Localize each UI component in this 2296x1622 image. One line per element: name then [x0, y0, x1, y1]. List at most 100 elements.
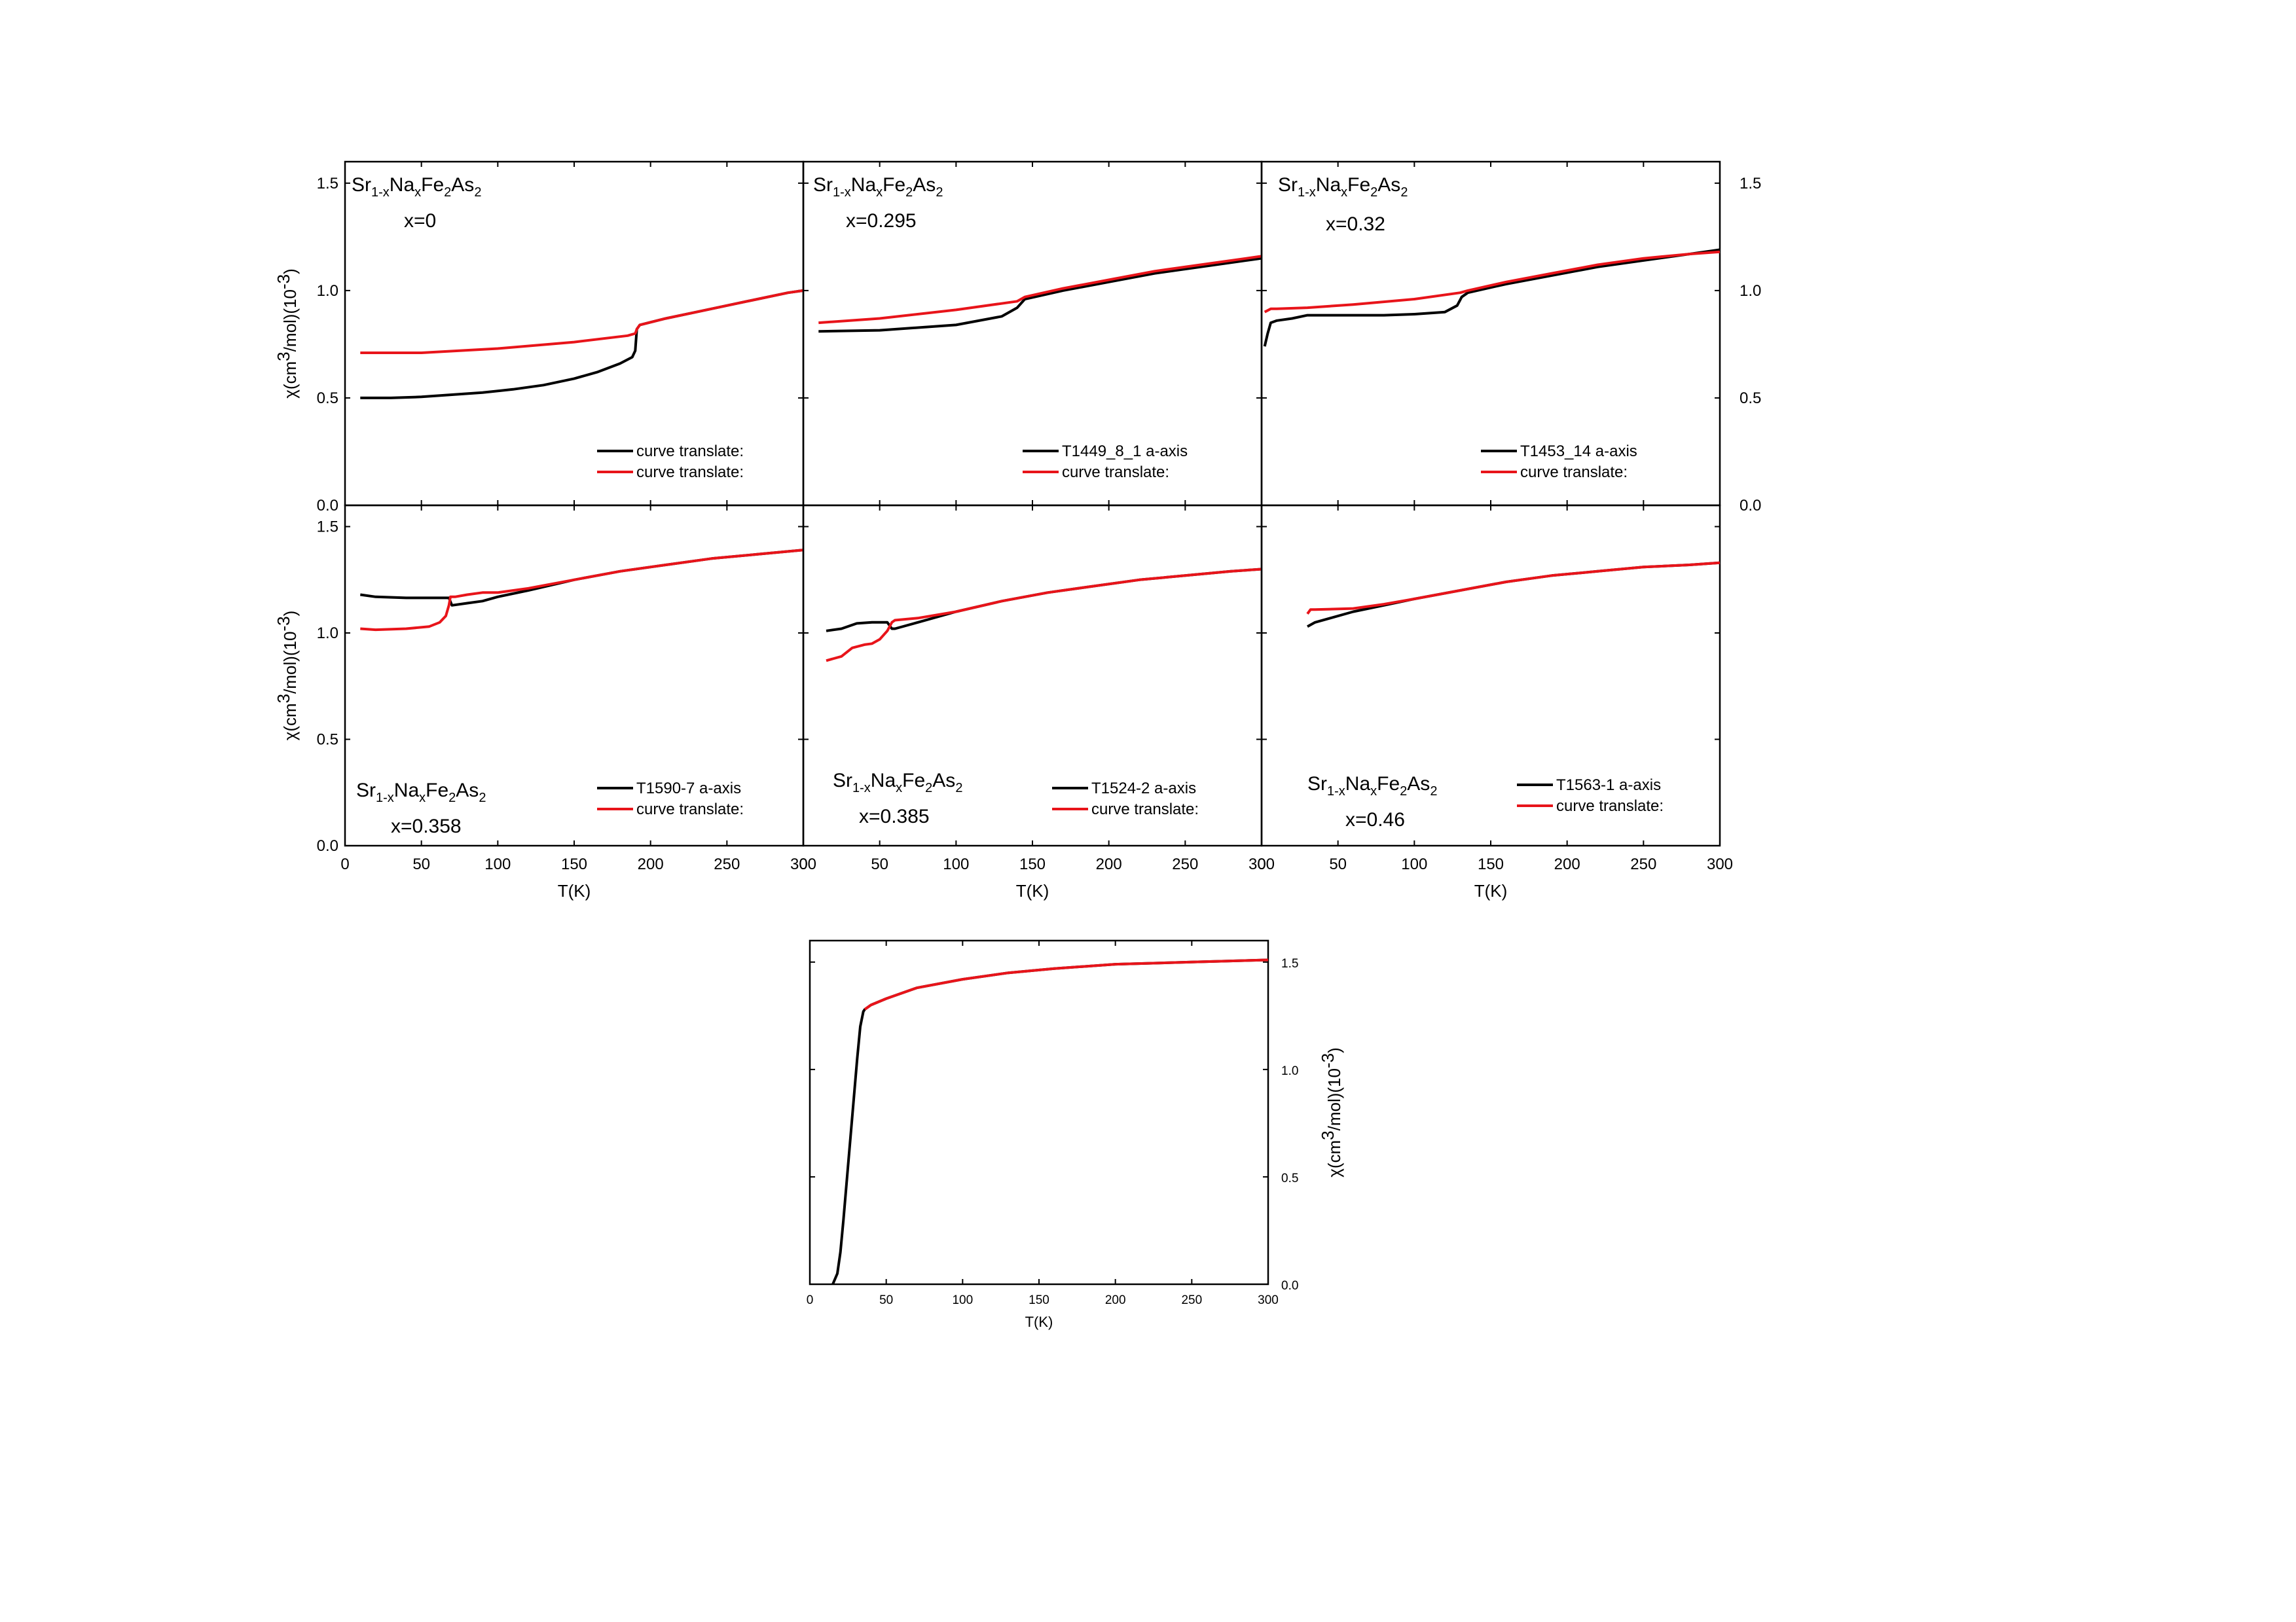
x-tick-label: 300	[1707, 856, 1733, 873]
formula-subscript: x	[876, 185, 883, 200]
panel-row2-col2: 0 50 100 150 200 250 300T(K)Sr1-xNaxFe2As2x=0.…	[799, 504, 1275, 901]
series-line-black	[1307, 561, 1721, 628]
x-tick-label: 100	[952, 1293, 973, 1307]
ylabel-part: )	[280, 268, 300, 274]
series-line-red	[864, 958, 1269, 1011]
formula-element: Sr	[1278, 174, 1298, 196]
y-tick-label: 0.5	[1281, 1172, 1298, 1185]
formula-element: Sr	[1307, 773, 1327, 795]
formula-subscript: 2	[955, 781, 962, 795]
formula-element: Na	[851, 174, 877, 196]
composition-formula: Sr1-xNaxFe2As2	[1278, 174, 1408, 200]
formula-subscript: 2	[1400, 185, 1408, 200]
formula-subscript: x	[1370, 784, 1377, 799]
formula-element: Sr	[813, 174, 833, 196]
formula-element: Sr	[833, 770, 852, 791]
legend-entry: curve translate:	[1520, 463, 1628, 481]
panel-row1-col3: 0.00.51.01.5Sr1-xNaxFe2As2x=0.32T1453_14…	[1260, 160, 1761, 514]
x-tick-label: 50	[1329, 856, 1347, 873]
panel-row1-col1: 0.0 0.5 1.0 1.5 χ(cm3/mol)(10-3) Sr1-xNaxFe2A…	[274, 160, 805, 514]
formula-element: Fe	[1377, 773, 1400, 795]
formula-element: Na	[390, 174, 415, 196]
series-line-red	[1264, 250, 1721, 314]
formula-subscript: 2	[448, 791, 456, 805]
composition-formula: Sr1-xNaxFe2As2	[1307, 773, 1437, 799]
x-tick-label: 100	[1401, 856, 1427, 873]
formula-element: As	[451, 174, 474, 196]
formula-subscript: x	[419, 791, 426, 805]
x-tick-label: 150	[1478, 856, 1504, 873]
composition-x-label: x=0.46	[1345, 809, 1405, 831]
formula-element: Na	[871, 770, 896, 791]
legend-entry: curve translate:	[636, 801, 744, 818]
x-axis-label: T(K)	[558, 881, 591, 901]
composition-formula: Sr1-xNaxFe2As2	[833, 770, 962, 795]
x-tick-label: 250	[714, 856, 740, 873]
formula-element: Fe	[426, 780, 448, 801]
formula-subscript: 2	[1430, 784, 1437, 799]
ylabel-part: χ(cm	[280, 361, 300, 399]
series-line-red	[818, 255, 1262, 325]
formula-element: Fe	[883, 174, 905, 196]
y-tick-label: 1.0	[317, 282, 338, 300]
series-line-black	[818, 257, 1262, 333]
series-line-red	[360, 549, 804, 632]
x-tick-label: 200	[1554, 856, 1580, 873]
x-tick-label: 50	[412, 856, 430, 873]
x-tick-label: 150	[1019, 856, 1046, 873]
x-tick-label: 250	[1630, 856, 1656, 873]
ylabel-part: -3	[274, 616, 293, 631]
ylabel-part: /mol)(10	[1324, 1068, 1344, 1130]
legend-entry: curve translate:	[1556, 797, 1664, 815]
legend-entry: T1453_14 a-axis	[1520, 442, 1637, 460]
plot-frame	[809, 939, 1269, 1286]
y-tick-label: 1.5	[1740, 175, 1761, 192]
composition-x-label: x=0	[404, 210, 436, 232]
panel-bottom: 0 50 100 150 200 250 300 T(K) 0.0 0.5 1.0 1.5 χ(cm3/…	[807, 939, 1344, 1330]
ylabel-part: /mol)(10	[280, 289, 300, 351]
series-line-black	[360, 289, 804, 399]
formula-element: Fe	[902, 770, 925, 791]
x-tick-label: 200	[1105, 1293, 1126, 1307]
y-tick-label: 0.0	[1740, 497, 1761, 514]
formula-element: Sr	[352, 174, 371, 196]
x-tick-label: 0	[1257, 856, 1266, 873]
legend-entry: T1524-2 a-axis	[1091, 780, 1196, 797]
formula-element: As	[913, 174, 936, 196]
formula-element: As	[1377, 174, 1400, 196]
x-tick-label: 100	[484, 856, 511, 873]
composition-formula: Sr1-xNaxFe2As2	[352, 174, 481, 200]
legend-entry: T1563-1 a-axis	[1556, 776, 1661, 794]
panel-row2-col1: 0 50 100 150 200 250 300 T(K) 0.0 0.5 1.0 1.5 χ(cm3/…	[274, 504, 816, 901]
formula-subscript: 2	[936, 185, 943, 200]
formula-element: Fe	[1347, 174, 1370, 196]
formula-subscript: x	[896, 781, 902, 795]
x-tick-label: 50	[879, 1293, 893, 1307]
formula-subscript: 2	[444, 185, 451, 200]
formula-subscript: x	[1341, 185, 1347, 200]
y-tick-label: 1.0	[317, 624, 338, 642]
series-line-black	[831, 958, 1269, 1285]
composition-formula: Sr1-xNaxFe2As2	[356, 780, 486, 805]
x-tick-label: 300	[790, 856, 816, 873]
y-tick-label: 1.5	[317, 175, 338, 192]
y-tick-label: 0.5	[317, 389, 338, 407]
x-tick-label: 150	[561, 856, 587, 873]
formula-subscript: 1-x	[1298, 185, 1316, 200]
formula-subscript: 1-x	[376, 791, 394, 805]
y-tick-label: 0.0	[317, 497, 338, 514]
formula-subscript: 2	[1370, 185, 1377, 200]
ylabel-part: 3	[274, 351, 293, 361]
composition-x-label: x=0.358	[391, 816, 462, 837]
series-line-black	[1263, 248, 1721, 347]
formula-subscript: x	[414, 185, 421, 200]
formula-element: Sr	[356, 780, 376, 801]
x-tick-label: 300	[1248, 856, 1275, 873]
ylabel-part: )	[1324, 1047, 1344, 1053]
ylabel-part: -3	[274, 274, 293, 289]
x-tick-label: 0	[807, 1293, 814, 1307]
formula-subscript: 1-x	[833, 185, 851, 200]
formula-subscript: 1-x	[1327, 784, 1345, 799]
x-tick-label: 150	[1029, 1293, 1049, 1307]
